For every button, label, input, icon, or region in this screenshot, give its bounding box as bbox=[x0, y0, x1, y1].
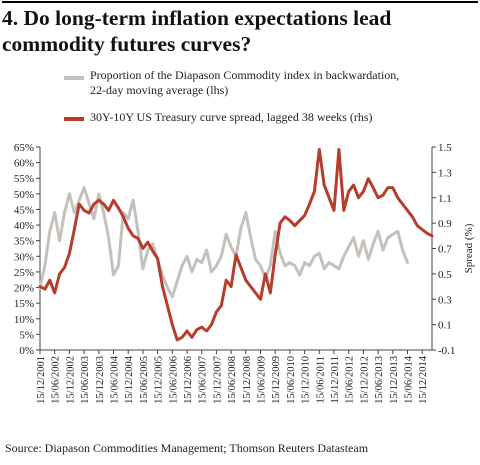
left-tick-label: 50% bbox=[14, 189, 34, 201]
x-tick-label: 15/06/2013 bbox=[374, 356, 385, 404]
series-line-spread bbox=[38, 148, 434, 342]
x-tick-label: 15/12/2007 bbox=[212, 356, 223, 404]
x-tick-label: 15/06/2004 bbox=[110, 355, 121, 404]
x-tick-label: 15/12/2009 bbox=[271, 356, 282, 404]
x-tick-label: 15/06/2010 bbox=[286, 356, 297, 404]
left-tick-label: 20% bbox=[14, 283, 34, 295]
x-tick-label: 15/12/2012 bbox=[359, 356, 370, 404]
x-tick-label: 15/12/2006 bbox=[183, 356, 194, 404]
source-note: Source: Diapason Commodities Management;… bbox=[5, 441, 369, 455]
x-tick-label: 15/06/2012 bbox=[345, 356, 356, 404]
right-tick-label: 0.5 bbox=[438, 269, 452, 281]
x-tick-label: 15/06/2005 bbox=[139, 356, 150, 404]
x-tick-label: 15/12/2001 bbox=[36, 356, 47, 404]
x-tick-label: 15/06/2008 bbox=[227, 356, 238, 404]
left-tick-label: 35% bbox=[14, 236, 34, 248]
legend-label-red: 30Y-10Y US Treasury curve spread, lagged… bbox=[90, 110, 373, 124]
right-tick-label: 1.5 bbox=[438, 142, 452, 154]
right-tick-label: -0.1 bbox=[438, 345, 455, 357]
left-tick-label: 5% bbox=[19, 329, 34, 341]
x-tick-label: 15/06/2006 bbox=[168, 356, 179, 404]
x-tick-label: 15/12/2005 bbox=[154, 356, 165, 404]
left-tick-label: 15% bbox=[14, 298, 34, 310]
x-tick-label: 15/06/2009 bbox=[257, 356, 268, 404]
left-tick-label: 10% bbox=[14, 314, 34, 326]
left-tick-label: 40% bbox=[14, 220, 34, 232]
left-tick-label: 30% bbox=[14, 251, 34, 263]
left-tick-label: 60% bbox=[14, 158, 34, 170]
x-tick-label: 15/12/2008 bbox=[242, 356, 253, 404]
x-tick-label: 15/12/2003 bbox=[95, 356, 106, 404]
legend-swatch-red bbox=[64, 117, 84, 121]
left-tick-label: 25% bbox=[14, 267, 34, 279]
x-tick-label: 15/12/2014 bbox=[418, 355, 429, 404]
chart-title: 4. Do long-term inflation expectations l… bbox=[2, 6, 392, 56]
chart-axes bbox=[36, 146, 436, 354]
left-tick-label: 0% bbox=[19, 345, 34, 357]
right-axis-title: Spread (%) bbox=[463, 223, 475, 273]
right-tick-label: 0.9 bbox=[438, 218, 452, 230]
tick-labels: 0% 5% 10% 15% 20% 25% 30% 35% 40% 45% 50% 55% 60% 65%… bbox=[14, 142, 475, 404]
x-tick-label: 15/06/2007 bbox=[198, 356, 209, 404]
x-tick-label: 15/12/2002 bbox=[65, 356, 76, 404]
x-tick-label: 15/12/2013 bbox=[389, 356, 400, 404]
right-tick-label: 0.7 bbox=[438, 244, 452, 256]
right-tick-label: 1.1 bbox=[438, 193, 452, 205]
right-tick-label: 0.3 bbox=[438, 294, 452, 306]
left-tick-label: 55% bbox=[14, 173, 34, 185]
legend-label-grey: Proportion of the Diapason Commodity ind… bbox=[90, 68, 400, 97]
x-tick-label: 15/06/2002 bbox=[51, 356, 62, 404]
right-tick-label: 1.3 bbox=[438, 167, 452, 179]
left-tick-label: 65% bbox=[14, 142, 34, 154]
x-tick-label: 15/12/2004 bbox=[124, 355, 135, 404]
x-tick-label: 15/12/2011 bbox=[330, 356, 341, 403]
left-tick-label: 45% bbox=[14, 204, 34, 216]
x-tick-label: 15/06/2014 bbox=[404, 355, 415, 404]
title-rule bbox=[2, 1, 478, 3]
right-tick-label: 0.1 bbox=[438, 320, 452, 332]
x-tick-label: 15/06/2003 bbox=[80, 356, 91, 404]
x-tick-label: 15/06/2011 bbox=[315, 356, 326, 403]
series-layer bbox=[38, 148, 434, 342]
legend-swatch-grey bbox=[64, 76, 84, 80]
x-tick-label: 15/12/2010 bbox=[301, 356, 312, 404]
